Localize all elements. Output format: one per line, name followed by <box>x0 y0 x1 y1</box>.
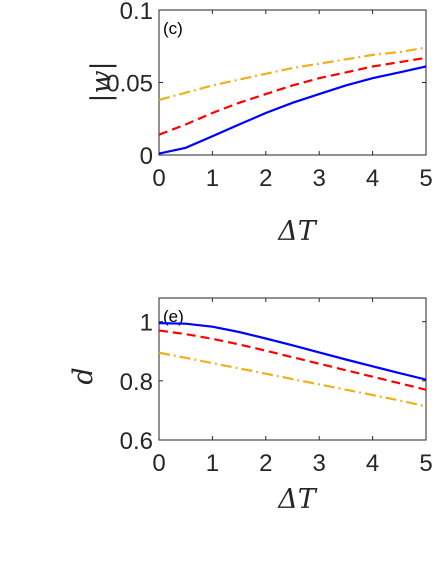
x-tick-label: 2 <box>259 165 272 192</box>
y-tick-label: 0.05 <box>106 71 153 98</box>
series-line-dashdot-c <box>159 46 426 101</box>
panel-label-c: (c) <box>163 19 183 38</box>
panel-c: |w| ΔT 0 1 2 3 4 5 0 0.05 0.1 (c) <box>86 0 433 247</box>
x-tick-label: 5 <box>419 450 432 477</box>
axes-box-c <box>158 9 427 156</box>
y-tick-label: 1 <box>140 310 153 337</box>
x-tick-label: 1 <box>206 450 219 477</box>
x-tick-label: 3 <box>313 165 326 192</box>
x-tick-label: 0 <box>152 450 165 477</box>
series-line-dashed-c <box>159 56 426 136</box>
y-tick-label: 0.1 <box>120 0 153 25</box>
y-tick-label: 0 <box>140 143 153 170</box>
series-line-dashdot-e <box>159 351 426 408</box>
x-tick-label: 2 <box>259 450 272 477</box>
x-axis-label-panel-c: ΔT <box>277 216 317 247</box>
panel-label-e: (e) <box>163 307 184 326</box>
y-tick-label: 0.8 <box>120 369 153 396</box>
x-tick-label: 1 <box>206 165 219 192</box>
x-tick-label: 0 <box>152 165 165 192</box>
x-axis-label-panel-e: ΔT <box>277 484 317 515</box>
x-tick-label: 3 <box>313 450 326 477</box>
y-axis-label-panel-e: d <box>68 367 99 384</box>
axes-box-e <box>158 297 427 441</box>
y-tick-label: 0.6 <box>120 428 153 455</box>
y-axis-label-panel-c: |w| <box>86 61 117 102</box>
x-tick-label: 4 <box>366 450 379 477</box>
series-line-dashed-e <box>159 329 426 391</box>
x-tick-label: 4 <box>366 165 379 192</box>
x-tick-label: 5 <box>419 165 432 192</box>
panel-e: d ΔT 0 1 2 3 4 5 0.6 0.8 1 (e) <box>68 297 433 515</box>
series-line-solid-c <box>159 65 426 155</box>
series-line-solid-e <box>159 322 426 381</box>
